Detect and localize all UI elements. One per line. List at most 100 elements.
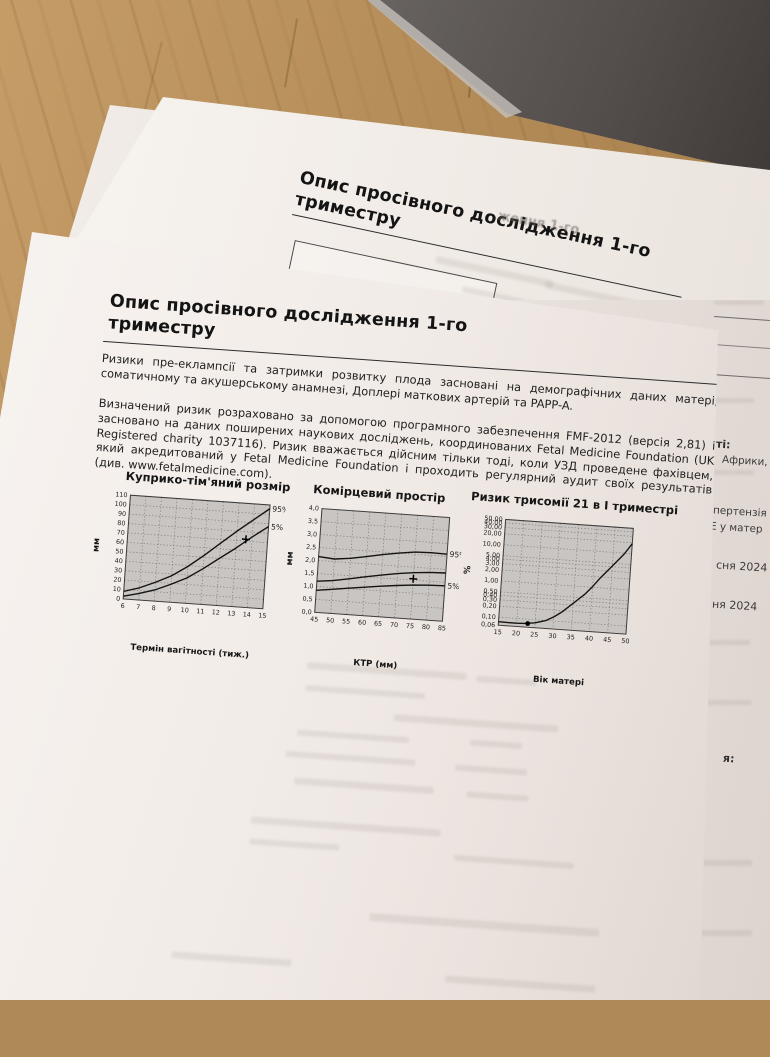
svg-text:5,00: 5,00 [486,551,501,560]
svg-text:70: 70 [390,621,399,630]
svg-text:50: 50 [326,616,335,625]
svg-text:0,06: 0,06 [481,620,496,629]
svg-text:2,0: 2,0 [305,556,316,565]
svg-text:30: 30 [114,566,123,575]
svg-text:0,10: 0,10 [481,612,496,621]
svg-text:65: 65 [374,620,383,629]
svg-text:20: 20 [512,629,521,638]
svg-text:35: 35 [566,633,575,642]
page-title: Опис просівного дослідження 1-го тримест… [107,291,469,341]
svg-text:1,00: 1,00 [484,576,499,585]
svg-text:6: 6 [120,602,125,610]
svg-text:0,0: 0,0 [301,608,312,617]
svg-text:40,00: 40,00 [484,518,503,527]
svg-text:3,0: 3,0 [307,530,318,539]
svg-text:30,00: 30,00 [484,522,503,531]
svg-text:9: 9 [167,605,172,613]
svg-text:1,5: 1,5 [304,569,315,578]
side-text-fragment: Африки, [721,453,769,469]
svg-text:мм: мм [285,551,296,566]
svg-text:75: 75 [406,622,415,631]
svg-text:0,50: 0,50 [483,587,498,596]
svg-text:мм: мм [91,538,102,553]
svg-text:90: 90 [118,510,127,519]
ghost-text-line [353,1006,553,1028]
svg-text:55: 55 [342,617,351,626]
svg-text:Вік матері: Вік матері [533,674,585,689]
svg-text:45: 45 [310,615,319,624]
form-line [714,316,770,321]
svg-text:20,00: 20,00 [483,529,502,538]
svg-text:20: 20 [113,576,122,585]
svg-text:95%: 95% [272,504,287,514]
svg-text:50: 50 [621,637,630,646]
ghost-text-line [712,398,754,403]
svg-text:85: 85 [438,624,447,633]
ghost-text-line [696,860,752,866]
svg-text:40: 40 [114,557,123,566]
front-document-sheet: Опис просівного дослідження 1-го тримест… [0,232,718,1000]
svg-text:14: 14 [242,610,251,619]
svg-text:0,20: 0,20 [482,601,497,610]
desk-scene: ті: Африки, пертензія Е у матер сня 2024… [0,0,770,1000]
svg-text:80: 80 [117,519,126,528]
svg-text:0,30: 0,30 [483,595,498,604]
side-text-fragment: ті: [715,437,731,452]
side-text-fragment: ня 2024 [711,597,758,614]
side-text-fragment: сня 2024 [715,558,768,575]
svg-text:4,00: 4,00 [485,554,500,563]
svg-text:3,00: 3,00 [485,559,500,568]
ghost-text-line [249,838,340,851]
ghost-text-line [393,714,559,733]
svg-text:0,5: 0,5 [302,595,313,604]
crl-chart-plot: 6 7 8 9 10 11 12 13 14 15010203040506070809010011… [91,490,289,661]
svg-text:0: 0 [116,595,121,603]
svg-text:15: 15 [258,611,267,620]
svg-text:15: 15 [493,628,502,637]
ghost-text-line [694,930,752,936]
svg-text:45: 45 [603,636,612,645]
svg-text:3,5: 3,5 [308,517,319,526]
ghost-text-line [453,854,574,870]
ghost-text-line [285,750,416,766]
svg-text:4,0: 4,0 [309,504,320,513]
svg-text:25: 25 [530,630,539,639]
svg-text:2,00: 2,00 [485,565,500,574]
svg-text:60: 60 [116,538,125,547]
chart-nuchal-translucency: Комірцевий простір 45 50 55 60 65 70 75 80 85 0,0… [277,480,467,680]
side-text-fragment: я: [722,751,735,766]
ghost-text-line [171,951,292,967]
ghost-text-line [469,739,523,750]
svg-text:10: 10 [112,585,121,594]
ghost-text-line [305,684,426,700]
svg-text:КТР (мм): КТР (мм) [353,658,398,671]
ghost-text-line [708,470,754,475]
svg-text:95%: 95% [449,550,464,560]
svg-text:40: 40 [585,634,594,643]
svg-text:110: 110 [115,490,128,499]
chart-crown-rump-length: Куприко-тім'яний розмір 6 7 8 9 10 11 12 13 14 15… [83,467,290,668]
ghost-text-line [455,764,528,776]
svg-text:50,00: 50,00 [484,514,503,523]
ghost-text-line [293,777,434,795]
ghost-text-line [250,816,441,837]
risk-chart-plot: 15 20 25 30 35 40 45 50 50,0040,0030,0020,0010,0… [463,514,634,689]
ghost-text-line [369,912,600,937]
ghost-text-line [445,975,596,993]
ghost-text-line [702,700,752,705]
ghost-text-line [297,729,410,744]
svg-text:5%: 5% [447,581,460,591]
svg-text:30: 30 [548,632,557,641]
svg-text:1,0: 1,0 [303,582,314,591]
svg-text:7: 7 [136,603,141,611]
svg-text:%: % [463,565,474,575]
svg-text:12: 12 [211,608,220,617]
side-text-fragment: пертензія [712,504,768,520]
svg-text:10,00: 10,00 [482,539,501,548]
svg-text:0,40: 0,40 [483,590,498,599]
svg-text:8: 8 [151,604,156,612]
svg-text:100: 100 [114,500,127,509]
ghost-text-line [704,640,750,645]
svg-text:80: 80 [422,623,431,632]
svg-text:60: 60 [358,618,367,627]
